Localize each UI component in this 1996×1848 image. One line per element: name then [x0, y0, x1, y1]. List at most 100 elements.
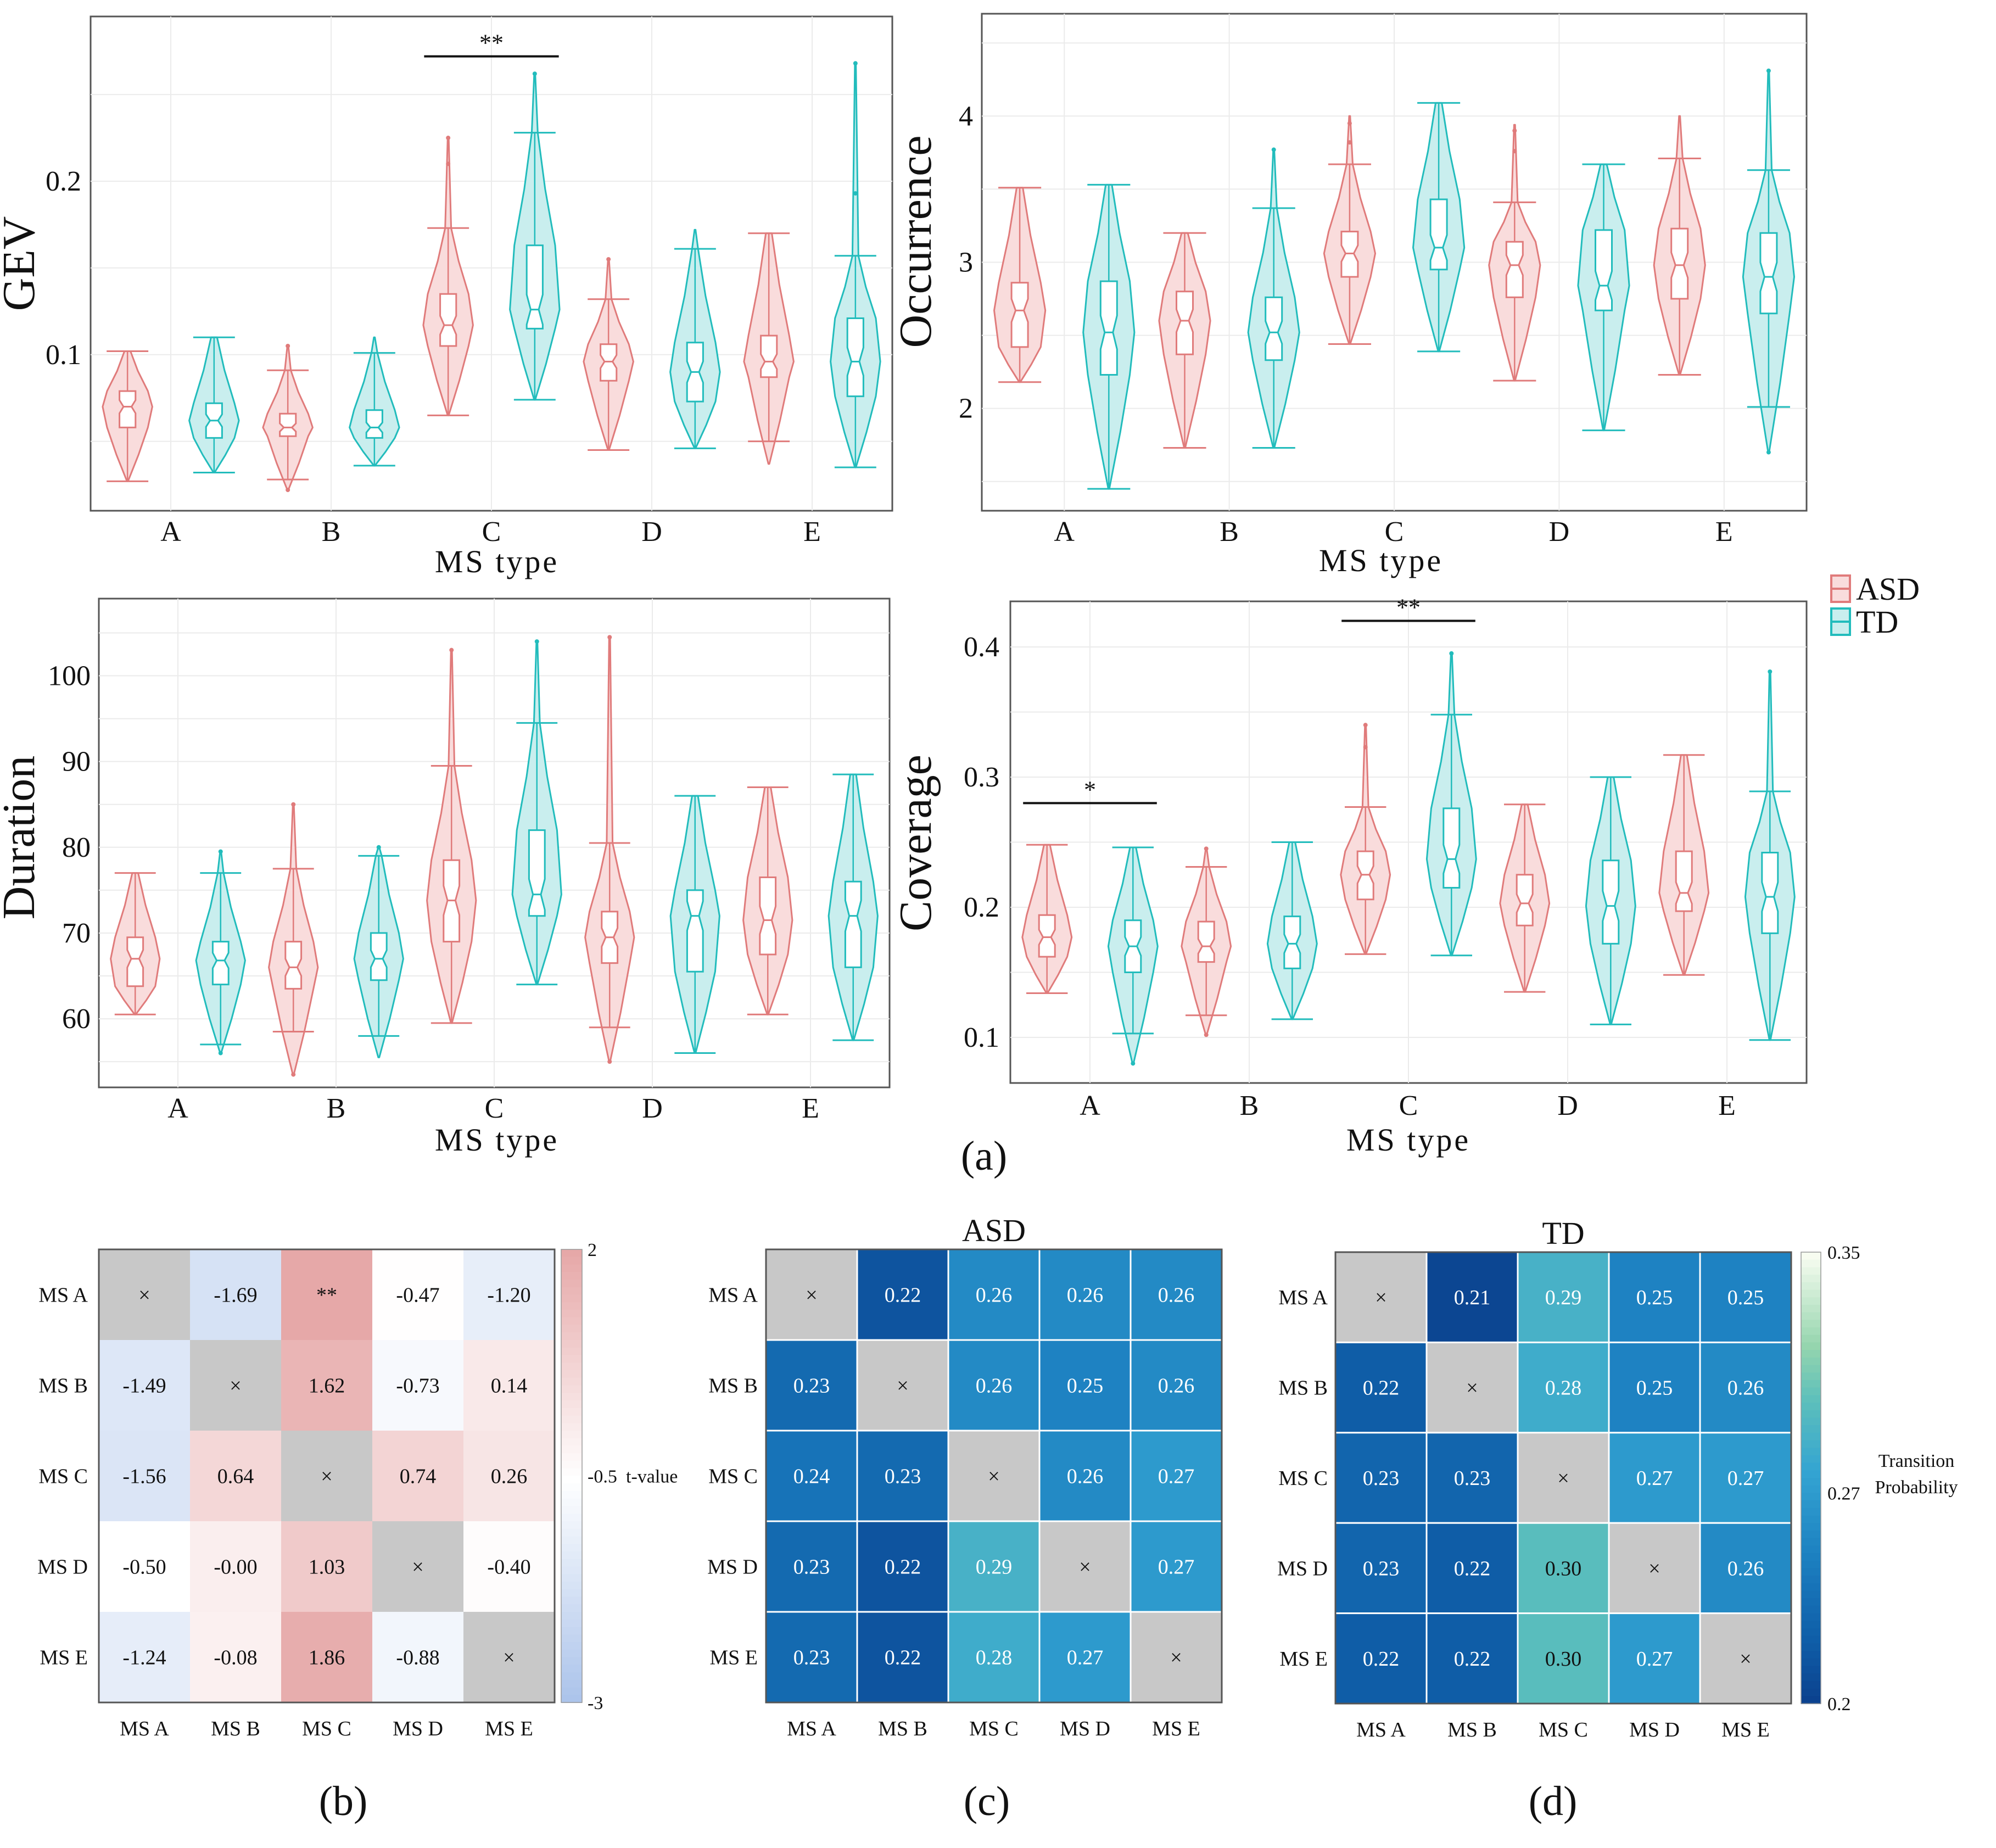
colorbar-swatch: [1801, 1643, 1821, 1652]
col-label: MS C: [969, 1717, 1019, 1740]
cell-label: -1.69: [214, 1284, 257, 1307]
colorbar-swatch: [561, 1491, 582, 1499]
row-label: MS D: [37, 1556, 88, 1579]
cell-label: ×: [1079, 1556, 1091, 1579]
x-tick-label: E: [803, 516, 821, 548]
row-label: MS E: [40, 1646, 88, 1670]
box-td: [1265, 296, 1283, 361]
y-tick-label: 80: [62, 832, 91, 863]
violin-asd: [584, 635, 635, 1064]
y-tick-label: 70: [62, 918, 91, 949]
box-td: [1761, 852, 1779, 934]
cell-label: 0.26: [1158, 1284, 1195, 1307]
box-td: [846, 317, 864, 398]
row-label: MS B: [38, 1375, 88, 1398]
colorbar-swatch: [561, 1355, 582, 1364]
colorbar-swatch: [561, 1657, 582, 1666]
colorbar-swatch: [1801, 1621, 1821, 1629]
violin-td: [1247, 147, 1300, 449]
violin-asd: [268, 802, 319, 1077]
y-tick-label: 2: [959, 393, 973, 425]
x-tick-label: A: [1054, 516, 1075, 548]
heatmap-cell: [99, 1431, 190, 1521]
violin-asd: [583, 257, 634, 451]
x-tick-label: B: [1220, 516, 1239, 548]
outlier-asd: [446, 136, 451, 141]
box-asd: [439, 293, 457, 347]
x-tick-label: C: [1399, 1090, 1418, 1121]
violin-asd: [1340, 723, 1391, 955]
heatmap-cell: [1130, 1339, 1223, 1432]
colorbar-swatch: [561, 1302, 582, 1310]
violin-asd: [102, 350, 153, 482]
outlier-asd: [1363, 745, 1368, 750]
y-tick-label: 0.4: [964, 632, 999, 663]
y-axis-title: Duration: [0, 756, 44, 920]
violin-asd: [1021, 844, 1073, 994]
x-tick-label: B: [327, 1093, 346, 1124]
heatmap-cell: [1425, 1251, 1519, 1343]
colorbar-swatch: [1801, 1289, 1821, 1298]
colorbar-swatch: [561, 1574, 582, 1582]
colorbar-swatch: [1801, 1357, 1821, 1366]
cell-label: -0.88: [396, 1646, 439, 1670]
colorbar-swatch: [1801, 1530, 1821, 1539]
colorbar-swatch: [1801, 1372, 1821, 1381]
heatmap-cell: [99, 1521, 190, 1612]
heatmap-cell: [947, 1248, 1041, 1341]
outlier-asd: [1204, 846, 1209, 851]
row-label: MS E: [709, 1646, 758, 1670]
cell-label: 0.26: [976, 1375, 1013, 1398]
y-tick-label: 0.1: [46, 339, 81, 371]
y-tick-label: 4: [959, 101, 973, 132]
x-tick-label: C: [485, 1093, 504, 1124]
cell-label: **: [316, 1284, 337, 1307]
colorbar-swatch: [1801, 1275, 1821, 1283]
outlier-asd: [606, 257, 611, 262]
violin-td: [1107, 846, 1159, 1066]
outlier-asd: [1512, 128, 1517, 133]
row-label: MS D: [707, 1556, 758, 1579]
colorbar-swatch: [561, 1528, 582, 1537]
outlier-asd: [291, 1072, 296, 1077]
colorbar-tick-label: -3: [588, 1693, 603, 1713]
heatmap-cell: [463, 1431, 555, 1521]
colorbar-swatch: [1801, 1320, 1821, 1328]
heatmap-frame: [98, 1248, 556, 1704]
heatmap-cell: [1517, 1522, 1610, 1615]
colorbar-swatch: [561, 1370, 582, 1378]
colorbar-swatch: [561, 1415, 582, 1424]
colorbar-swatch: [561, 1363, 582, 1371]
colorbar-swatch: [1801, 1688, 1821, 1697]
box-asd: [1197, 920, 1215, 963]
cell-label: ×: [1466, 1377, 1478, 1400]
violin-td: [353, 845, 404, 1058]
outlier-td: [532, 71, 537, 76]
colorbar-swatch: [561, 1317, 582, 1326]
box-asd: [126, 936, 144, 987]
colorbar-swatch: [561, 1672, 582, 1680]
outlier-td: [1449, 651, 1454, 656]
heatmap-cell: [190, 1431, 281, 1521]
colorbar-swatch: [561, 1423, 582, 1431]
cell-label: -0.47: [396, 1284, 439, 1307]
violin-asd: [1488, 124, 1541, 382]
legend-label-td: TD: [1856, 604, 1898, 640]
cell-label: 0.64: [217, 1465, 254, 1488]
heatmap-cell: [1334, 1522, 1428, 1615]
heatmap-cell: [1038, 1339, 1132, 1432]
colorbar-swatch: [561, 1642, 582, 1650]
outlier-asd: [291, 802, 296, 807]
x-tick-label: A: [167, 1093, 188, 1124]
y-axis-title: Occurrence: [890, 135, 941, 348]
colorbar-frame: [1801, 1252, 1821, 1704]
violin-panel-gev: 0.1 0.2 A B C D E GEV MS type **: [0, 15, 893, 579]
outlier-asd: [1204, 1032, 1209, 1037]
colorbar-swatch: [1801, 1282, 1821, 1291]
row-label: MS C: [1278, 1467, 1328, 1490]
colorbar-swatch: [561, 1566, 582, 1575]
cell-label: 0.74: [400, 1465, 437, 1488]
cell-label: -1.49: [122, 1375, 166, 1398]
colorbar-swatch: [1801, 1485, 1821, 1494]
row-label: MS A: [38, 1284, 88, 1307]
